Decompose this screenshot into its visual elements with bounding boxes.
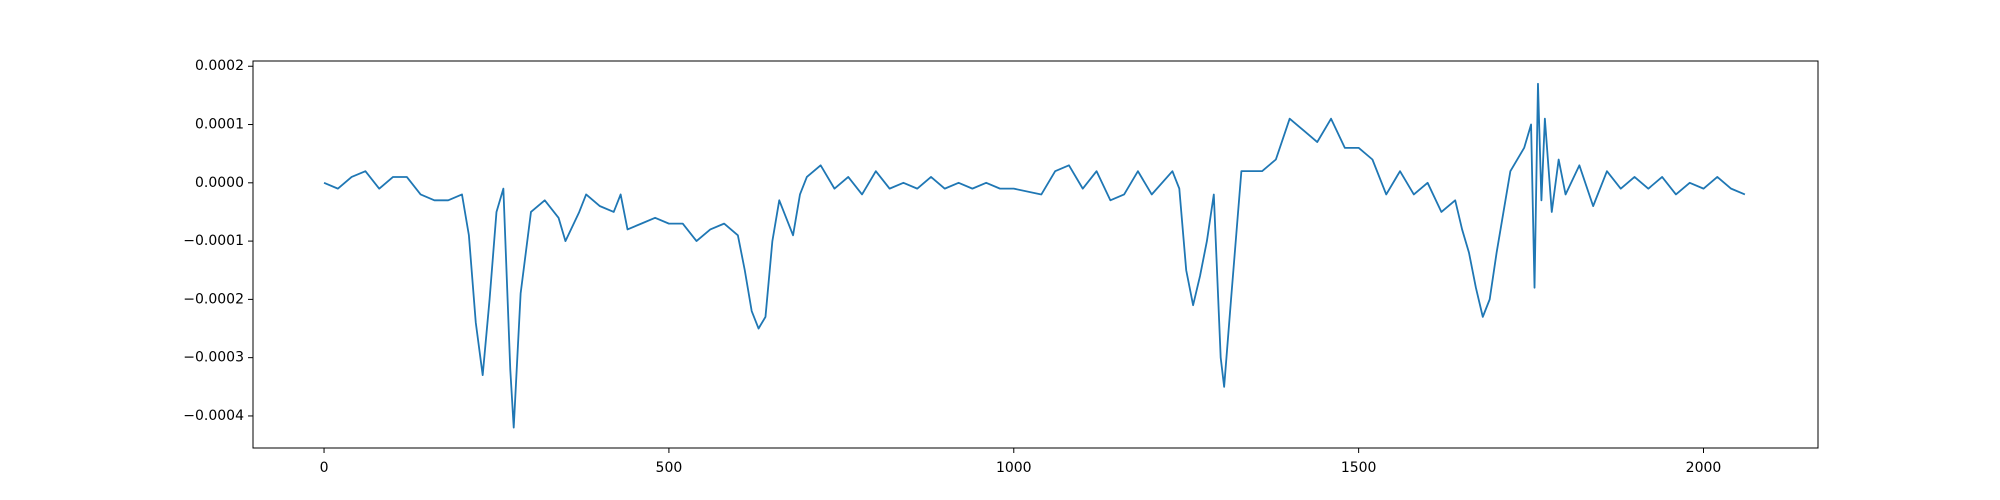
y-tick-label: −0.0004 (183, 408, 244, 424)
data-line (323, 82, 1746, 429)
x-tick-label: 1000 (996, 460, 1032, 476)
x-tick-label: 2000 (1686, 460, 1722, 476)
y-tick-label: 0.0001 (195, 117, 244, 133)
x-tick-label: 1500 (1341, 460, 1377, 476)
y-tick-label: −0.0002 (183, 291, 244, 307)
x-tick-label: 500 (656, 460, 683, 476)
y-tick-label: 0.0000 (195, 175, 244, 191)
y-tick-label: −0.0003 (183, 350, 244, 366)
y-tick-label: 0.0002 (195, 58, 244, 74)
x-tick-label: 0 (320, 460, 329, 476)
axes-frame (252, 60, 1819, 449)
y-tick-label: −0.0001 (183, 233, 244, 249)
